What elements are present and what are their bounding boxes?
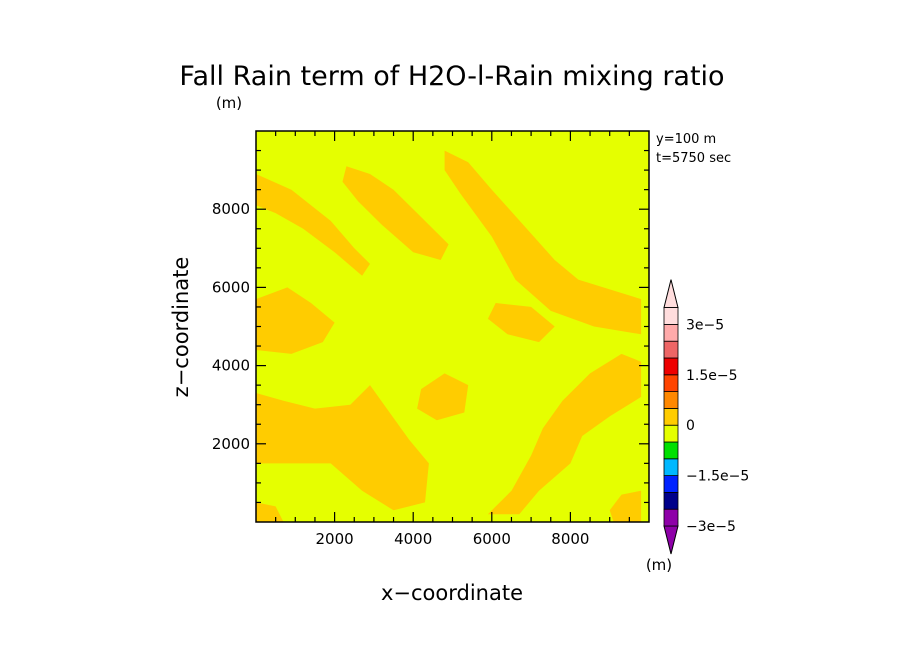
x-tick-label: 6000 <box>473 530 511 548</box>
x-tick-label: 4000 <box>394 530 432 548</box>
colorbar-arrow-top <box>663 279 679 309</box>
colorbar-box <box>663 307 679 325</box>
contour-region-10 <box>609 490 642 522</box>
colorbar-box <box>663 508 679 527</box>
y-tick-label: 2000 <box>212 435 250 453</box>
colorbar-box <box>663 340 679 359</box>
colorbar-label: 3e−5 <box>686 317 724 333</box>
colorbar-box <box>663 374 679 392</box>
colorbar-box <box>663 357 679 376</box>
contour-region-3 <box>444 150 642 335</box>
x-tick-label: 8000 <box>551 530 589 548</box>
colorbar-box <box>663 407 679 426</box>
contour-region-7 <box>417 373 469 421</box>
y-tick-label: 6000 <box>212 278 250 296</box>
contour-region-8 <box>487 353 642 515</box>
chart-title: Fall Rain term of H2O-l-Rain mixing rati… <box>179 61 724 92</box>
contour-region-2 <box>342 166 449 260</box>
contour-regions <box>256 150 642 522</box>
contour-region-4 <box>256 287 335 354</box>
contour-region-1 <box>256 174 370 276</box>
colorbar-box <box>663 424 679 443</box>
contour-region-9 <box>256 502 284 522</box>
contour-region-6 <box>256 385 429 511</box>
plot-area: 2000 4000 6000 8000 2000 4000 6000 8000 <box>212 130 650 548</box>
annotation-y: y=100 m <box>656 132 716 147</box>
x-tick-label: 2000 <box>316 530 354 548</box>
y-tick-label: 8000 <box>212 200 250 218</box>
y-axis-label: z−coordinate <box>169 257 193 398</box>
colorbar-box <box>663 491 679 510</box>
colorbar: 3e−5 1.5e−5 0 −1.5e−5 −3e−5 <box>663 279 749 555</box>
colorbar-label: 0 <box>686 418 695 434</box>
colorbar-label: −1.5e−5 <box>686 469 749 485</box>
annotation-t: t=5750 sec <box>656 151 731 166</box>
colorbar-box <box>663 323 679 342</box>
colorbar-box <box>663 475 679 493</box>
colorbar-box <box>663 441 679 460</box>
colorbar-label: −3e−5 <box>686 519 736 535</box>
contour-region-5 <box>487 303 555 343</box>
colorbar-box <box>663 391 679 409</box>
x-axis-label: x−coordinate <box>381 581 523 605</box>
colorbar-box <box>663 458 679 476</box>
colorbar-label: 1.5e−5 <box>686 368 738 384</box>
axis-ticks: 2000 4000 6000 8000 2000 4000 6000 8000 <box>212 131 649 548</box>
colorbar-units: (m) <box>646 556 672 574</box>
colorbar-arrow-bottom <box>663 525 679 555</box>
title-units: (m) <box>216 94 242 112</box>
y-tick-label: 4000 <box>212 357 250 375</box>
